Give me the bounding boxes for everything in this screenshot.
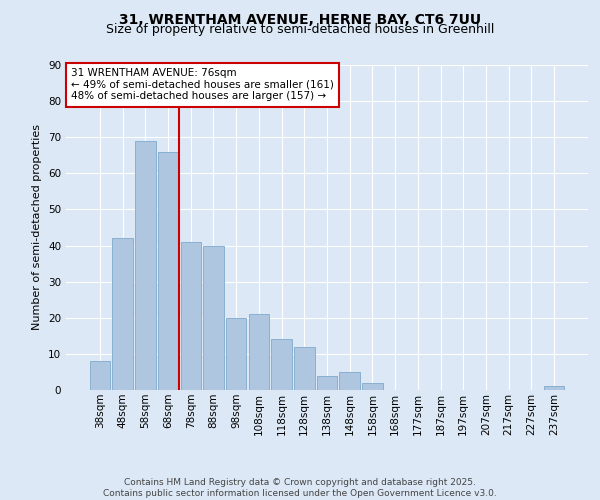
Text: 31, WRENTHAM AVENUE, HERNE BAY, CT6 7UU: 31, WRENTHAM AVENUE, HERNE BAY, CT6 7UU bbox=[119, 12, 481, 26]
Y-axis label: Number of semi-detached properties: Number of semi-detached properties bbox=[32, 124, 43, 330]
Bar bbox=[158, 152, 178, 390]
Bar bbox=[112, 238, 133, 390]
Bar bbox=[135, 141, 155, 390]
Bar bbox=[317, 376, 337, 390]
Text: Contains HM Land Registry data © Crown copyright and database right 2025.
Contai: Contains HM Land Registry data © Crown c… bbox=[103, 478, 497, 498]
Bar bbox=[362, 383, 383, 390]
Bar bbox=[340, 372, 360, 390]
Bar bbox=[90, 361, 110, 390]
Text: Size of property relative to semi-detached houses in Greenhill: Size of property relative to semi-detach… bbox=[106, 24, 494, 36]
Bar bbox=[271, 340, 292, 390]
Bar bbox=[294, 346, 314, 390]
Bar bbox=[203, 246, 224, 390]
Text: 31 WRENTHAM AVENUE: 76sqm
← 49% of semi-detached houses are smaller (161)
48% of: 31 WRENTHAM AVENUE: 76sqm ← 49% of semi-… bbox=[71, 68, 334, 102]
Bar bbox=[181, 242, 201, 390]
Bar bbox=[226, 318, 247, 390]
Bar bbox=[544, 386, 564, 390]
Bar bbox=[248, 314, 269, 390]
